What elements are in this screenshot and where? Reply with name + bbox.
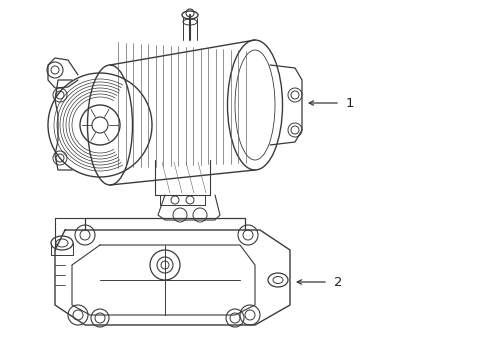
Text: 2: 2 (334, 275, 343, 288)
Text: 1: 1 (346, 96, 354, 109)
